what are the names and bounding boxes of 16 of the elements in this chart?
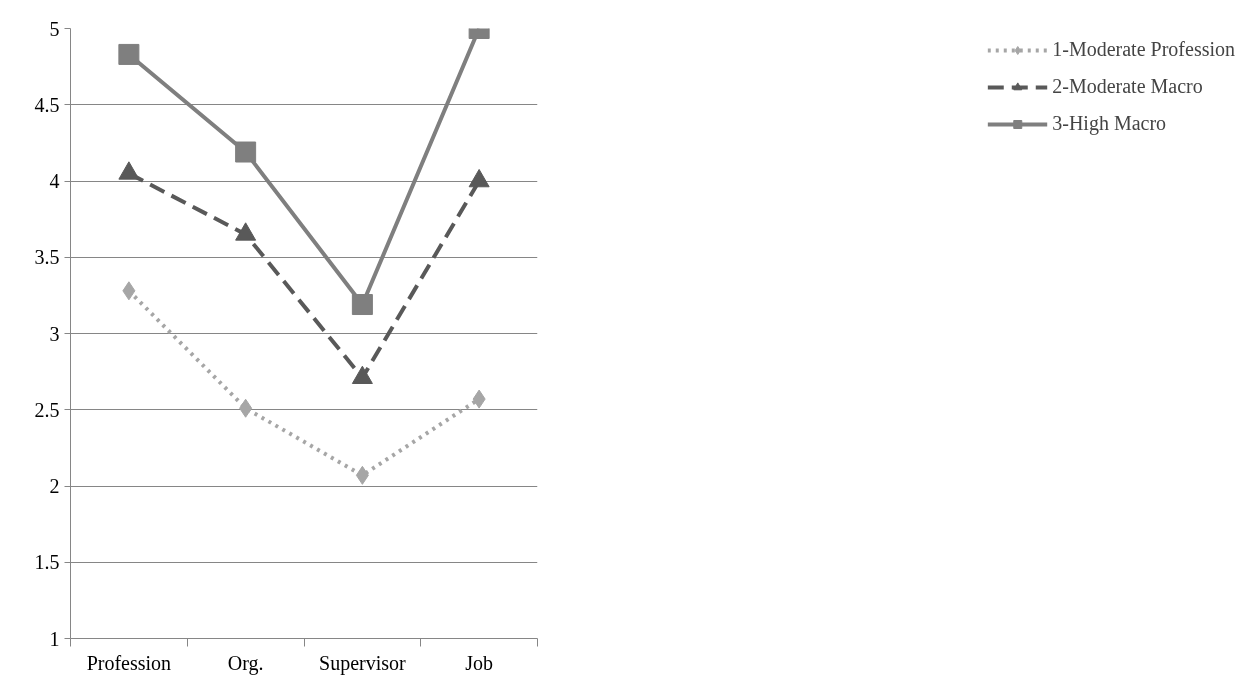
y-tick-label: 2.5 [34,398,60,421]
y-tick-label: 3.5 [34,246,60,269]
legend-label: 1-Moderate Profession [1052,38,1235,61]
legend-label: 2-Moderate Macro [1052,75,1203,98]
y-tick-label: 3 [49,322,60,345]
y-tick-label: 1 [49,627,60,650]
y-tick-label: 1.5 [34,551,60,574]
x-tick-label: Profession [86,651,172,674]
x-tick-label: Supervisor [319,651,407,675]
legend-label: 3-High Macro [1052,112,1167,135]
x-tick-label: Job [465,651,494,674]
y-tick-label: 5 [49,17,60,40]
y-tick-label: 4.5 [34,93,60,116]
y-tick-label: 2 [49,475,60,497]
x-tick-label: Org. [227,651,264,675]
y-tick-label: 4 [49,170,60,192]
